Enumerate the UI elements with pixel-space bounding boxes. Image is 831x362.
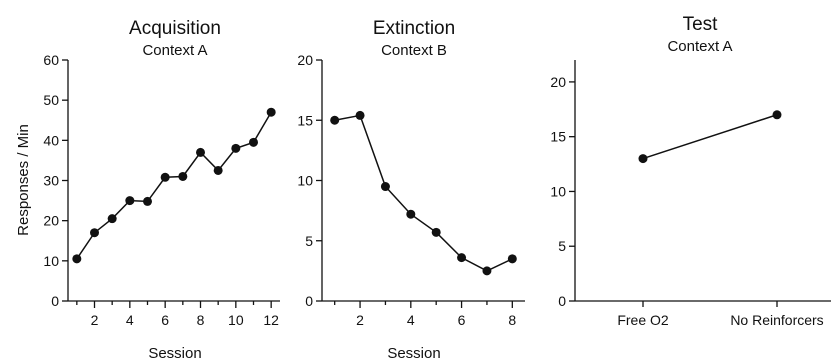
data-point (431, 227, 441, 237)
chart-panel-acquisition: Acquisition Context A Responses / Min Se… (15, 18, 280, 362)
x-tick-label: Free O2 (617, 312, 669, 328)
x-tick-label: 10 (228, 312, 244, 328)
data-point (355, 110, 365, 120)
y-tick-label: 0 (51, 293, 59, 309)
chart-title: Extinction (373, 18, 455, 39)
x-tick-label: 2 (91, 312, 99, 328)
y-tick-label: 0 (305, 293, 313, 309)
x-tick-label: 6 (161, 312, 169, 328)
data-point (249, 137, 258, 147)
y-tick-label: 10 (43, 253, 59, 269)
data-point (107, 214, 117, 224)
series-group (330, 110, 517, 276)
x-tick-label: No Reinforcers (730, 312, 823, 328)
series-line (642, 114, 778, 160)
y-tick-label: 40 (43, 132, 59, 148)
y-tick-label: 20 (297, 52, 313, 68)
chart-title: Test (683, 14, 719, 35)
y-tick-label: 5 (305, 233, 313, 249)
y-tick-label: 0 (558, 293, 566, 309)
tick-group: 0 5 10 15 20 2 4 6 8 (297, 52, 516, 328)
chart-subtitle: Context A (667, 38, 732, 55)
chart-subtitle: Context A (142, 42, 207, 59)
data-point (266, 107, 276, 117)
x-tick-label: 2 (356, 312, 364, 328)
y-axis-label: Responses / Min (15, 124, 32, 236)
data-point (72, 254, 82, 264)
x-tick-label: 6 (458, 312, 466, 328)
y-tick-label: 30 (43, 173, 59, 189)
x-axis-label: Session (387, 345, 440, 362)
series-line (334, 114, 513, 272)
chart-panel-extinction: Extinction Context B Session 0 5 10 15 20 2 4 6… (297, 18, 525, 362)
data-point (638, 154, 648, 164)
y-tick-label: 20 (43, 213, 59, 229)
data-point (213, 165, 223, 175)
data-point (772, 110, 782, 120)
data-point (178, 171, 188, 181)
series-group (72, 107, 276, 264)
data-point (482, 266, 492, 276)
data-point (90, 228, 99, 238)
x-tick-label: 8 (508, 312, 516, 328)
chart-title: Acquisition (129, 18, 221, 39)
x-axis-label: Session (148, 345, 201, 362)
data-point (380, 182, 390, 192)
chart-subtitle: Context B (381, 42, 447, 59)
y-tick-label: 5 (558, 238, 566, 254)
y-tick-label: 15 (297, 112, 313, 128)
y-tick-label: 10 (550, 183, 566, 199)
data-point (406, 209, 416, 219)
y-tick-label: 15 (550, 129, 566, 145)
data-point (457, 253, 467, 263)
data-point (143, 196, 152, 206)
data-point (125, 196, 135, 206)
y-tick-label: 60 (43, 52, 59, 68)
x-tick-label: 4 (126, 312, 134, 328)
y-tick-label: 10 (297, 173, 313, 189)
series-line (76, 111, 272, 260)
x-tick-label: 4 (407, 312, 415, 328)
x-tick-label: 8 (197, 312, 205, 328)
tick-group: 0 5 10 15 20 Free O2 No Reinforcers (550, 74, 823, 328)
data-point (160, 172, 170, 182)
data-point (330, 115, 340, 125)
series-group (638, 110, 782, 164)
chart-panel-test: Test Context A 0 5 10 15 20 Free O2 No Reinfor… (550, 14, 831, 328)
y-tick-label: 50 (43, 92, 59, 108)
y-tick-label: 20 (550, 74, 566, 90)
data-point (231, 143, 241, 153)
tick-group: 0 10 20 30 40 50 60 2 4 6 8 10 12 (43, 52, 279, 328)
data-point (196, 147, 205, 157)
x-tick-label: 12 (263, 312, 279, 328)
data-point (507, 254, 517, 264)
